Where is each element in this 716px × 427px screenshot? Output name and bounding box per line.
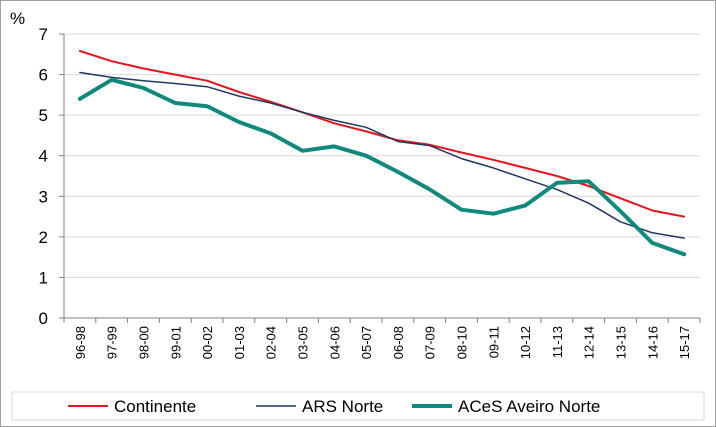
legend: Continente ARS Norte ACeS Aveiro Norte [11,391,705,421]
y-tick-label: 1 [39,268,48,287]
series-line-1 [79,71,685,239]
x-tick-label: 14-16 [645,326,660,359]
y-tick-label: 6 [39,66,48,85]
x-tick-label: 98-00 [137,326,152,359]
legend-box [11,391,705,421]
x-tick-label: 07-09 [423,326,438,359]
y-tick-labels: 0 1 2 3 4 5 6 7 [39,25,48,328]
series-lines [77,50,687,257]
x-tick-label: 06-08 [391,326,406,359]
x-tick-label: 00-02 [200,326,215,359]
x-tick-label: 08-10 [455,326,470,359]
axes [59,33,701,323]
series-line-2 [77,77,687,257]
x-tick-label: 12-14 [582,326,597,359]
x-tick-label: 96-98 [73,326,88,359]
legend-label-0: Continente [114,397,196,416]
x-tick-label: 10-12 [518,326,533,359]
y-tick-label: 0 [39,309,48,328]
x-tick-label: 01-03 [232,326,247,359]
legend-label-1: ARS Norte [302,397,383,416]
x-tick-label: 99-01 [168,326,183,359]
x-tick-label: 97-99 [105,326,120,359]
y-tick-label: 2 [39,228,48,247]
x-tick-label: 02-04 [264,326,279,359]
gridlines [64,33,700,278]
x-tick-label: 09-11 [486,326,501,358]
x-tick-labels: 96-98 97-99 98-00 99-01 00-02 01-03 02-04 03-05… [73,326,692,359]
x-tick-label: 04-06 [327,326,342,359]
y-tick-label: 5 [39,106,48,125]
y-tick-label: 7 [39,25,48,44]
y-axis-unit-label: % [10,9,25,28]
y-tick-label: 3 [39,187,48,206]
y-tick-label: 4 [39,147,48,166]
x-tick-label: 13-15 [614,326,629,359]
series-line-0 [78,50,686,218]
x-tick-label: 05-07 [359,326,374,359]
legend-label-2: ACeS Aveiro Norte [458,397,600,416]
x-tick-label: 11-13 [550,326,565,358]
x-tick-label: 15-17 [677,326,692,359]
x-tick-label: 03-05 [296,326,311,359]
